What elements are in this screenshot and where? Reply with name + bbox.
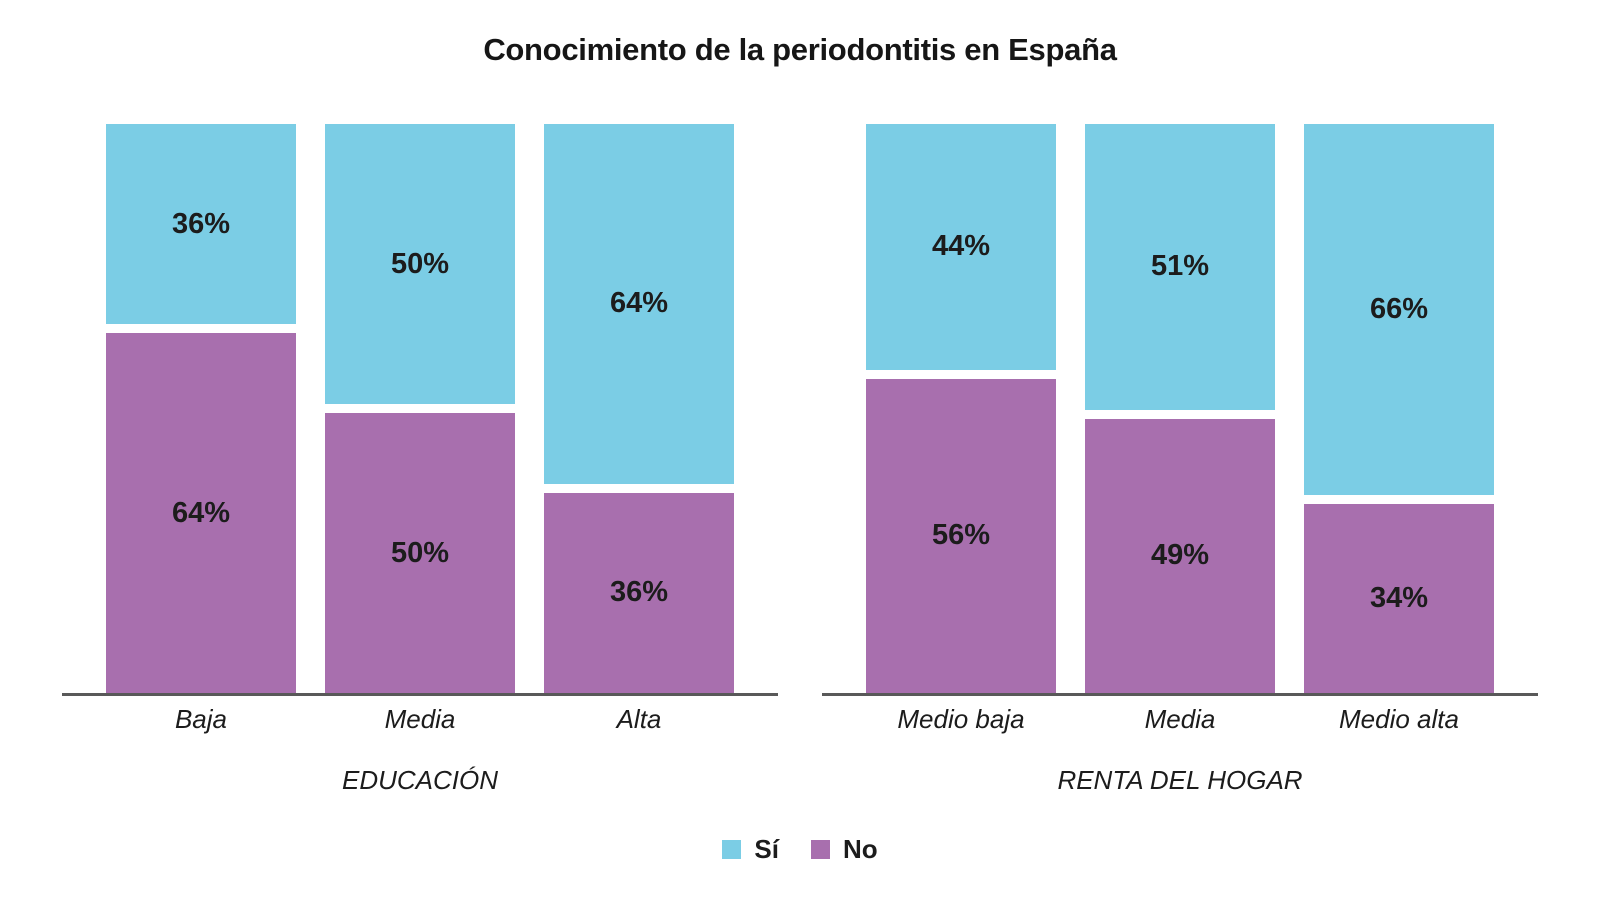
- segment-si: 50%: [325, 124, 515, 404]
- segment-no: 34%: [1304, 504, 1494, 693]
- segment-si-value-label: 51%: [1150, 250, 1210, 283]
- household-income-plot-area: 44% 56% 51% 49% 66% 34%: [822, 124, 1538, 696]
- legend-item-no: No: [810, 834, 878, 865]
- stacked-bar: 44% 56%: [866, 124, 1056, 693]
- segment-no: 64%: [106, 333, 296, 693]
- segment-no-value-label: 34%: [1369, 582, 1429, 615]
- segment-no: 56%: [866, 378, 1056, 693]
- segment-no-value-label: 49%: [1150, 539, 1210, 572]
- charts-row: 36% 64% 50% 50% 64% 36% Baja Media Alta EDUCACI…: [0, 124, 1600, 796]
- education-group-label: EDUCACIÓN: [341, 765, 498, 795]
- segment-no: 36%: [544, 492, 734, 693]
- legend-label-si: Sí: [754, 834, 779, 864]
- segment-si: 44%: [866, 124, 1056, 370]
- education-chart-panel: 36% 64% 50% 50% 64% 36% Baja Media Alta EDUCACI…: [62, 124, 778, 796]
- stacked-bar: 50% 50%: [325, 124, 515, 693]
- segment-no: 50%: [325, 413, 515, 693]
- segment-si-value-label: 50%: [390, 247, 450, 280]
- segment-no-value-label: 36%: [609, 576, 669, 609]
- chart-legend: Sí No: [0, 834, 1600, 865]
- segment-si: 66%: [1304, 124, 1494, 496]
- segment-no-value-label: 50%: [390, 536, 450, 569]
- education-plot-area: 36% 64% 50% 50% 64% 36%: [62, 124, 778, 696]
- segment-no-value-label: 64%: [171, 496, 231, 529]
- legend-item-si: Sí: [722, 834, 779, 865]
- chart-title: Conocimiento de la periodontitis en Espa…: [483, 32, 1117, 67]
- segment-no: 49%: [1085, 418, 1275, 693]
- stacked-bar: 51% 49%: [1085, 124, 1275, 693]
- category-label: Alta: [616, 704, 662, 734]
- household-income-chart-panel: 44% 56% 51% 49% 66% 34% Medio baja Media Medio …: [822, 124, 1538, 796]
- category-label: Baja: [174, 704, 228, 734]
- education-category-labels: Baja Media Alta: [62, 704, 778, 735]
- segment-si-value-label: 44%: [931, 230, 991, 263]
- household-income-category-labels: Medio baja Media Medio alta: [822, 704, 1538, 735]
- stacked-bar: 64% 36%: [544, 124, 734, 693]
- stacked-bar: 66% 34%: [1304, 124, 1494, 693]
- segment-no-value-label: 56%: [931, 519, 991, 552]
- category-label: Medio baja: [897, 704, 1025, 734]
- no-swatch-icon: [810, 840, 830, 859]
- segment-si-value-label: 36%: [171, 207, 231, 240]
- legend-label-no: No: [842, 834, 878, 864]
- segment-si: 36%: [106, 124, 296, 325]
- segment-si: 51%: [1085, 124, 1275, 410]
- segment-si: 64%: [544, 124, 734, 484]
- household-income-group-label: RENTA DEL HOGAR: [1057, 765, 1303, 795]
- si-swatch-icon: [722, 840, 742, 859]
- category-label: Media: [384, 704, 456, 734]
- category-label: Media: [1144, 704, 1216, 734]
- stacked-bar: 36% 64%: [106, 124, 296, 693]
- segment-si-value-label: 64%: [609, 287, 669, 320]
- segment-si-value-label: 66%: [1369, 293, 1429, 326]
- category-label: Medio alta: [1339, 704, 1459, 734]
